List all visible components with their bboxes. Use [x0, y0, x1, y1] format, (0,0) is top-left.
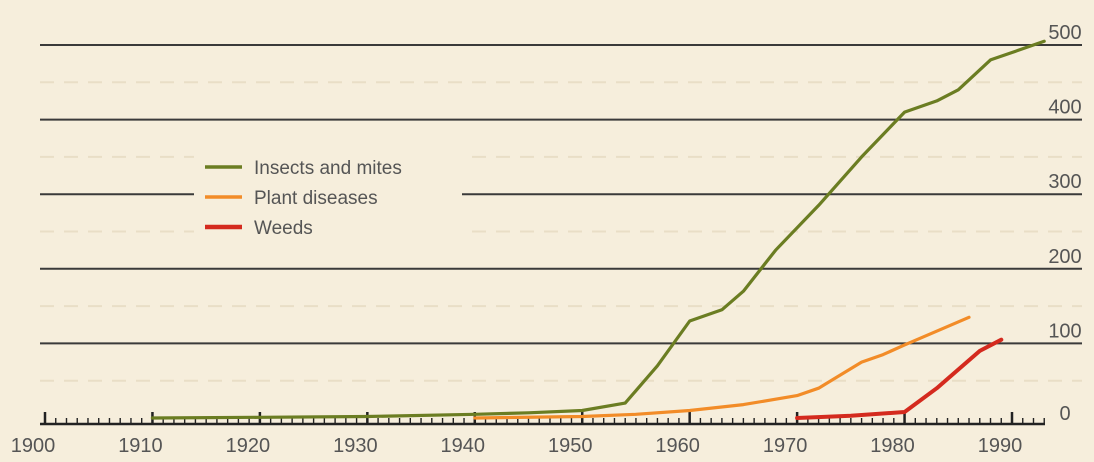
- x-tick-label-1990: 1990: [978, 435, 1023, 457]
- y-tick-label-0: 0: [1059, 403, 1070, 425]
- x-tick-label-1930: 1930: [333, 435, 378, 457]
- legend-label-2: Weeds: [254, 218, 313, 239]
- x-tick-label-1920: 1920: [226, 435, 271, 457]
- legend-label-0: Insects and mites: [254, 158, 402, 179]
- series-lines: [150, 39, 1046, 420]
- x-tick-label-1960: 1960: [655, 435, 700, 457]
- x-tick-label-1980: 1980: [870, 435, 915, 457]
- y-tick-label-500: 500: [1048, 22, 1081, 44]
- x-tick-label-1970: 1970: [763, 435, 808, 457]
- y-tick-labels: 0 100 200 300 400 500: [1048, 22, 1081, 425]
- x-tick-labels: 1900 1910 1920 1930 1940 1950 1960 1970 1980 1990: [11, 435, 1023, 457]
- y-tick-label-400: 400: [1048, 97, 1081, 119]
- x-axis: [40, 412, 1045, 426]
- x-tick-label-1950: 1950: [548, 435, 593, 457]
- x-tick-label-1900: 1900: [11, 435, 56, 457]
- series-line-0: [150, 39, 1046, 420]
- legend-label-1: Plant diseases: [254, 188, 378, 209]
- y-tick-label-200: 200: [1048, 246, 1081, 268]
- x-tick-label-1910: 1910: [118, 435, 163, 457]
- y-tick-label-300: 300: [1048, 171, 1081, 193]
- y-tick-label-100: 100: [1048, 320, 1081, 342]
- x-tick-label-1940: 1940: [441, 435, 486, 457]
- legend: Insects and mites Plant diseases Weeds: [194, 148, 462, 246]
- series-line-2: [795, 337, 1004, 420]
- series-line-1: [473, 315, 971, 420]
